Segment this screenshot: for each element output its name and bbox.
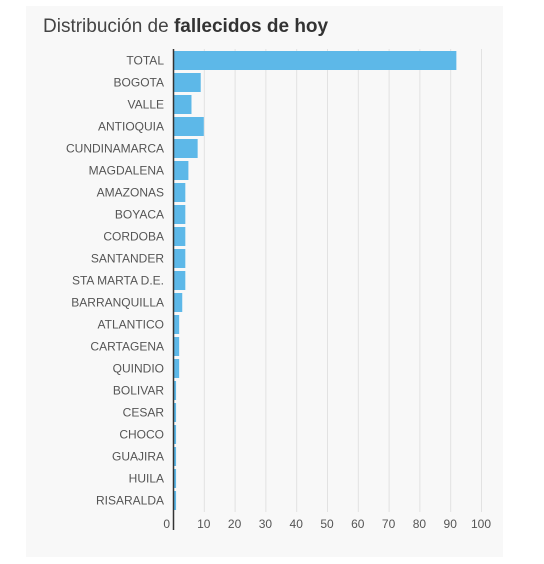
category-label: CUNDINAMARCA [66,142,164,156]
category-label: MAGDALENA [89,164,164,178]
category-label: BOLIVAR [113,384,164,398]
bar [173,293,183,312]
bar [173,51,457,70]
category-label: BOYACA [115,208,164,222]
bar [173,117,204,136]
category-label: QUINDIO [113,362,164,376]
x-tick-label: 0 [163,517,170,531]
bar [173,205,186,224]
chart-card: Distribución de fallecidos de hoy [26,6,503,557]
x-tick-label: 70 [382,517,396,531]
bar [173,139,198,158]
bar [173,183,186,202]
chart-title-bold: fallecidos de hoy [173,16,329,37]
x-tick-label: 100 [471,517,491,531]
bar [173,359,180,378]
category-label: HUILA [129,472,164,486]
bar [173,315,180,334]
x-tick-label: 90 [444,517,458,531]
bar [173,271,186,290]
bar [173,447,177,466]
category-label: AMAZONAS [97,186,164,200]
chart-title-prefix: Distribución de [43,16,169,37]
bar [173,227,186,246]
category-label: TOTAL [126,54,164,68]
bar [173,425,177,444]
bar [173,161,189,180]
category-label: GUAJIRA [112,450,164,464]
bar [173,403,177,422]
bar [173,469,177,488]
x-tick-label: 50 [320,517,334,531]
x-tick-label: 10 [197,517,211,531]
category-label: RISARALDA [96,494,164,508]
category-label: CARTAGENA [90,340,164,354]
category-label: BOGOTA [114,76,164,90]
x-tick-label: 80 [413,517,427,531]
bar [173,337,180,356]
x-tick-label: 20 [228,517,242,531]
category-label: ATLANTICO [98,318,164,332]
category-label: SANTANDER [91,252,164,266]
bar [173,95,192,114]
category-label: CESAR [123,406,165,420]
bar [173,249,186,268]
bar [173,491,177,510]
x-tick-label: 60 [351,517,365,531]
bar [173,73,201,92]
category-label: CHOCO [119,428,164,442]
x-tick-label: 40 [290,517,304,531]
category-label: BARRANQUILLA [71,296,164,310]
category-label: STA MARTA D.E. [72,274,164,288]
x-tick-label: 30 [259,517,273,531]
category-label: ANTIOQUIA [98,120,164,134]
category-label: VALLE [128,98,164,112]
bar [173,381,177,400]
category-label: CORDOBA [103,230,164,244]
chart-title: Distribución de fallecidos de hoy [43,16,328,38]
